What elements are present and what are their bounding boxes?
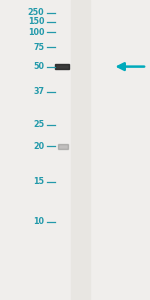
Text: 150: 150 — [28, 17, 44, 26]
Text: 15: 15 — [33, 177, 44, 186]
Bar — [70, 0, 90, 300]
Text: 25: 25 — [33, 120, 44, 129]
Bar — [58, 144, 68, 148]
Text: 100: 100 — [28, 28, 44, 37]
Text: 37: 37 — [33, 87, 44, 96]
Text: 50: 50 — [33, 62, 44, 71]
Text: 250: 250 — [28, 8, 44, 17]
Text: 75: 75 — [33, 43, 44, 52]
Bar — [55, 64, 69, 69]
Text: 20: 20 — [33, 142, 44, 151]
Text: 10: 10 — [33, 218, 44, 226]
